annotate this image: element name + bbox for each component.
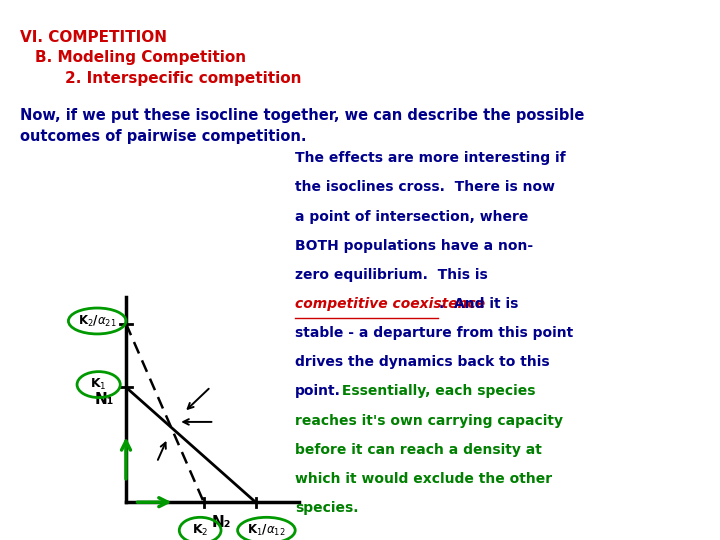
Text: The effects are more interesting if: The effects are more interesting if	[295, 151, 566, 165]
Text: K$_1$: K$_1$	[91, 377, 107, 392]
Text: K$_2$/$\alpha_{21}$: K$_2$/$\alpha_{21}$	[78, 313, 117, 328]
Text: 2. Interspecific competition: 2. Interspecific competition	[65, 71, 301, 86]
Text: zero equilibrium.  This is: zero equilibrium. This is	[295, 268, 488, 282]
Text: .  And it is: . And it is	[439, 297, 518, 311]
Text: N₂: N₂	[212, 515, 230, 530]
Text: K$_2$: K$_2$	[192, 523, 208, 538]
Text: outcomes of pairwise competition.: outcomes of pairwise competition.	[20, 129, 307, 144]
Text: a point of intersection, where: a point of intersection, where	[295, 210, 528, 224]
Text: VI. COMPETITION: VI. COMPETITION	[20, 30, 167, 45]
Text: reaches it's own carrying capacity: reaches it's own carrying capacity	[295, 414, 563, 428]
Text: point.: point.	[295, 384, 341, 399]
Text: drives the dynamics back to this: drives the dynamics back to this	[295, 355, 550, 369]
Text: N₁: N₁	[95, 392, 114, 407]
Text: K$_1$/$\alpha_{12}$: K$_1$/$\alpha_{12}$	[247, 523, 286, 538]
Text: before it can reach a density at: before it can reach a density at	[295, 443, 542, 457]
Text: stable - a departure from this point: stable - a departure from this point	[295, 326, 573, 340]
Text: the isoclines cross.  There is now: the isoclines cross. There is now	[295, 180, 555, 194]
Text: species.: species.	[295, 501, 359, 515]
Text: competitive coexistence: competitive coexistence	[295, 297, 485, 311]
Text: which it would exclude the other: which it would exclude the other	[295, 472, 552, 486]
Text: Essentially, each species: Essentially, each species	[337, 384, 536, 399]
Text: BOTH populations have a non-: BOTH populations have a non-	[295, 239, 534, 253]
Text: B. Modeling Competition: B. Modeling Competition	[35, 50, 246, 65]
Text: Now, if we put these isocline together, we can describe the possible: Now, if we put these isocline together, …	[20, 108, 585, 123]
